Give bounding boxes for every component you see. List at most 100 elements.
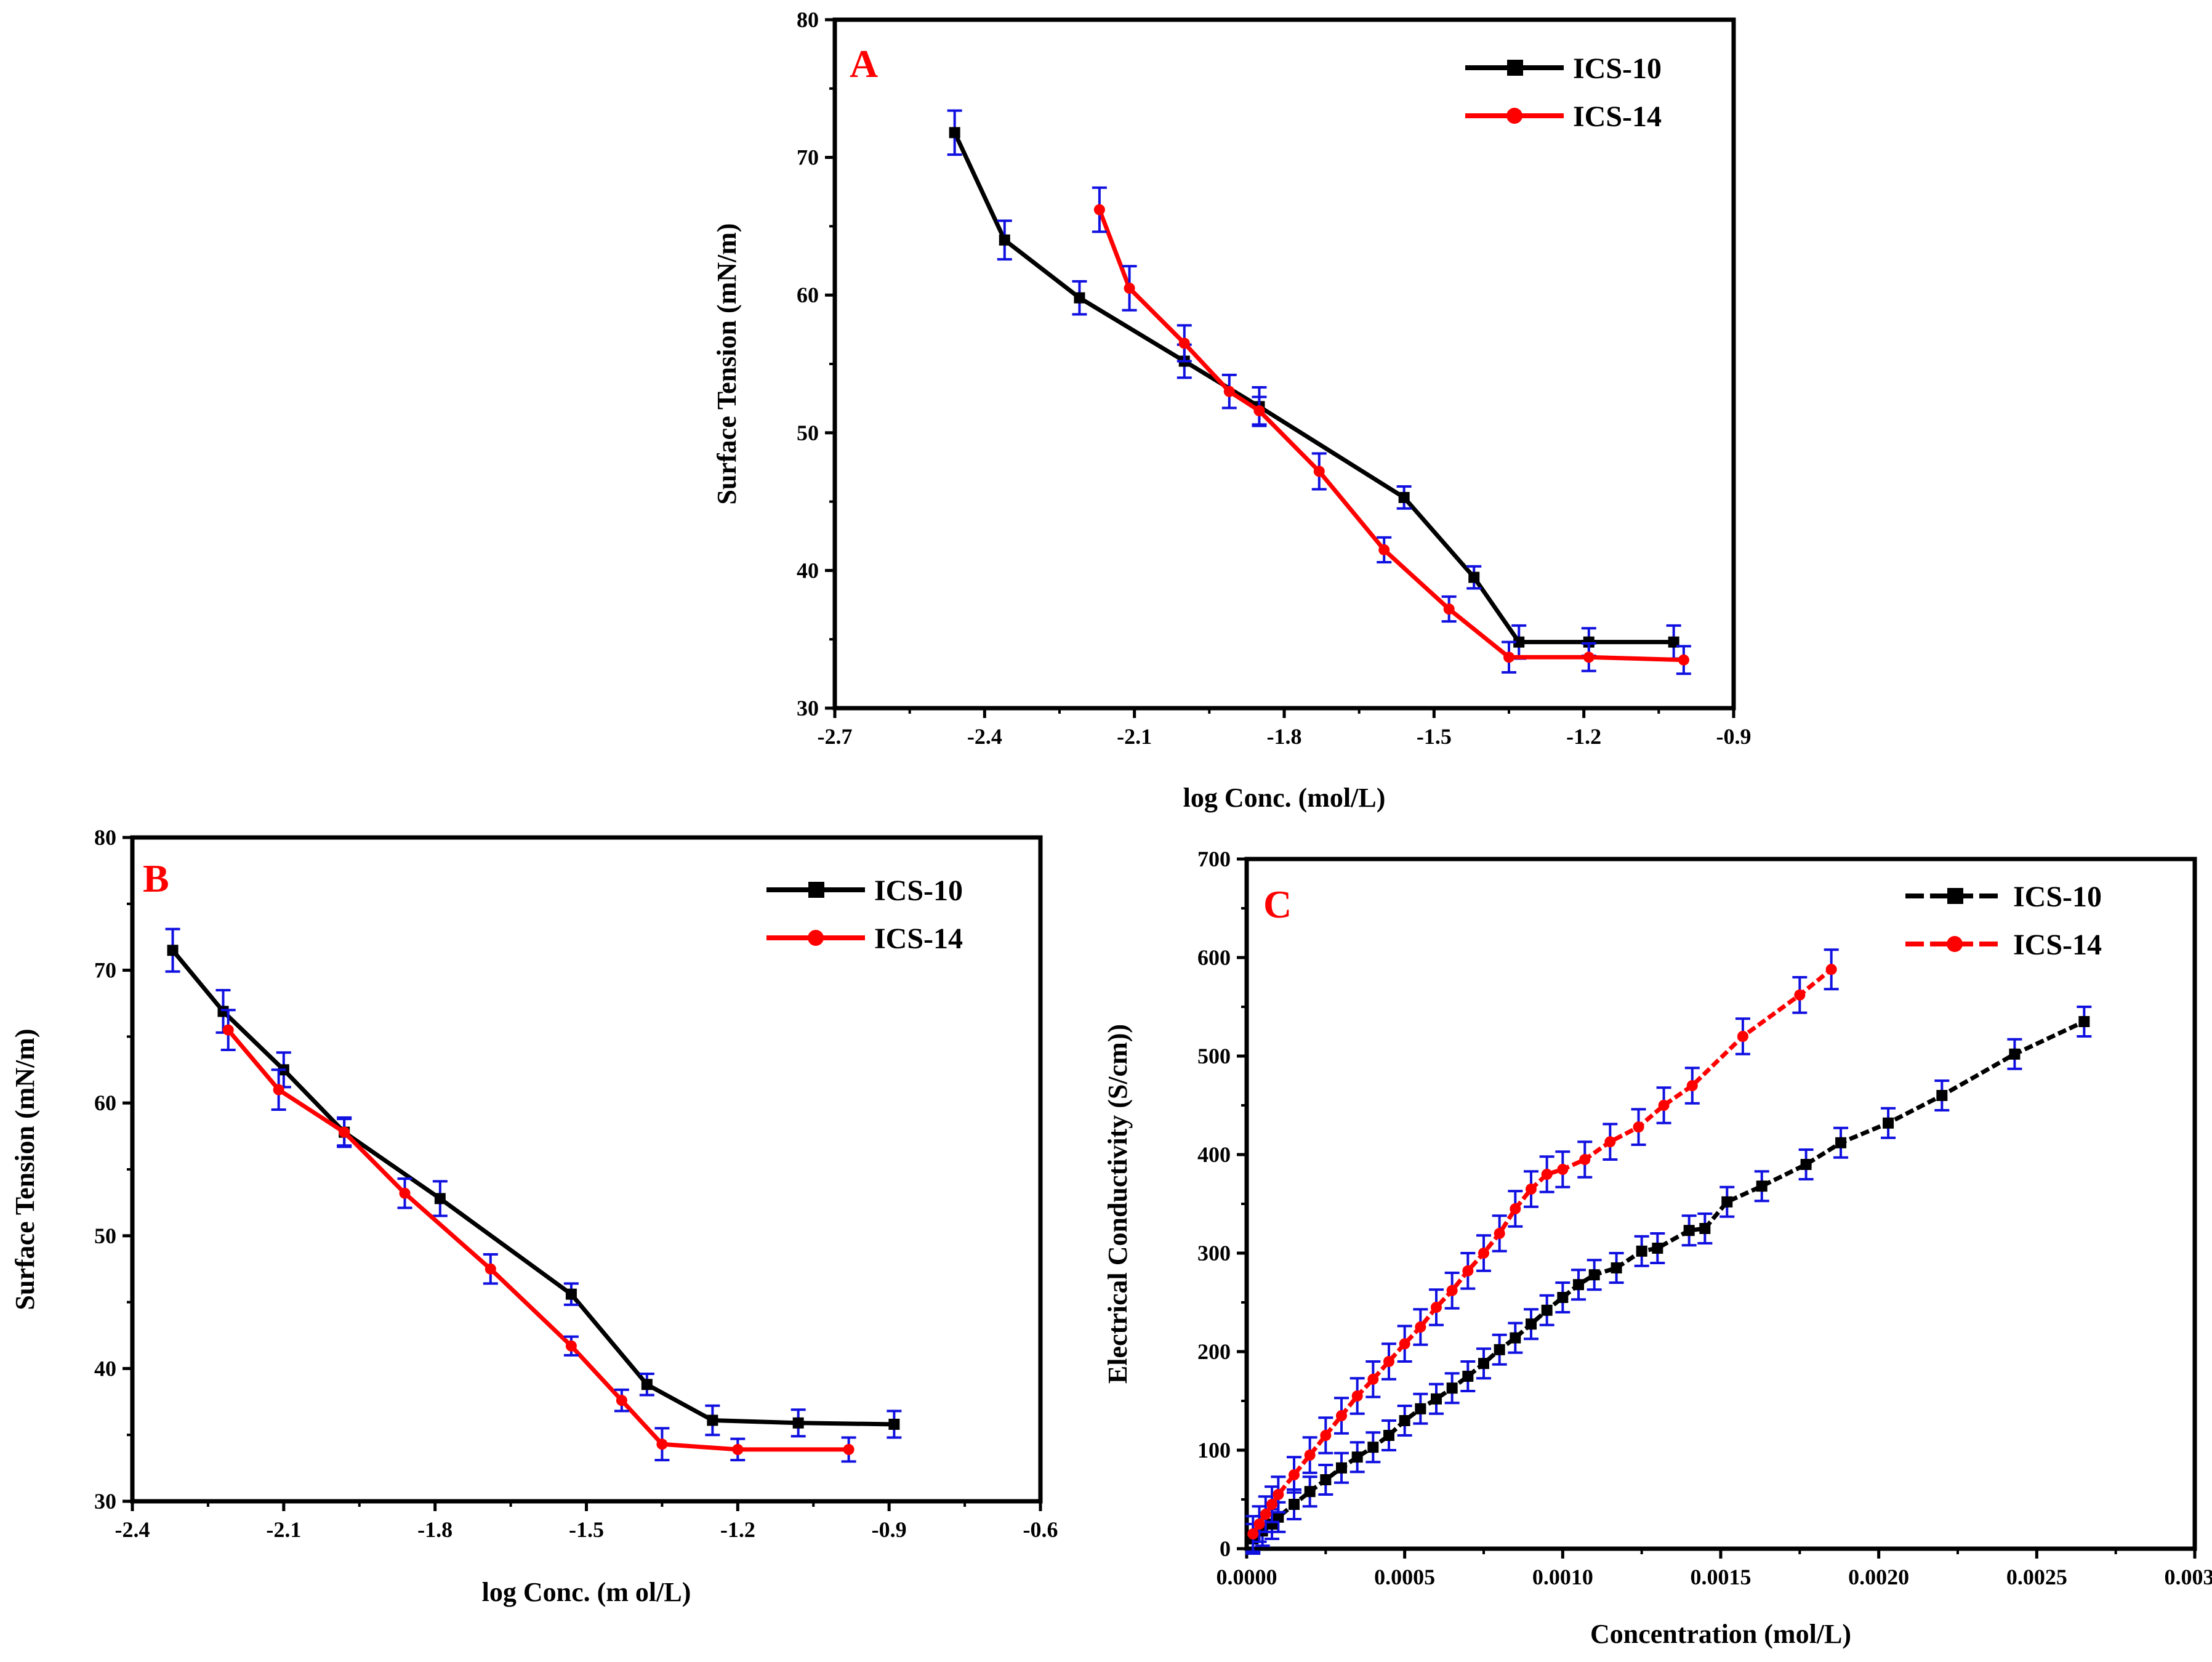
- data-point: [1399, 1415, 1410, 1426]
- data-point: [1289, 1469, 1300, 1480]
- data-point: [1223, 385, 1235, 397]
- legend-marker: [808, 882, 824, 898]
- data-point: [1383, 1430, 1394, 1441]
- data-point: [616, 1395, 627, 1406]
- y-tick-label: 60: [797, 283, 819, 307]
- data-point: [1825, 964, 1837, 975]
- data-point: [1304, 1450, 1316, 1461]
- x-tick-label: 0.0020: [1848, 1565, 1909, 1589]
- data-point: [1383, 1356, 1394, 1367]
- legend-marker: [1506, 108, 1522, 124]
- data-point: [656, 1438, 668, 1450]
- x-tick-label: -2.4: [967, 724, 1002, 749]
- panel-label: B: [143, 857, 169, 900]
- legend-entry-ics-14: ICS-14: [1905, 929, 2102, 961]
- data-point: [1415, 1321, 1426, 1333]
- series-ics-10: [947, 109, 1681, 660]
- data-point: [339, 1126, 350, 1138]
- legend-entry-ics-10: ICS-10: [1465, 52, 1662, 85]
- series-ics-14: [1245, 948, 1839, 1553]
- x-axis-title: log Conc. (mol/L): [1183, 783, 1386, 813]
- legend-label: ICS-14: [2013, 929, 2102, 961]
- data-point: [1794, 989, 1806, 1001]
- x-tick-label: -1.5: [1417, 724, 1452, 749]
- data-point: [1658, 1100, 1670, 1111]
- legend-entry-ics-10: ICS-10: [766, 874, 963, 907]
- legend-entry-ics-14: ICS-14: [766, 922, 963, 955]
- legend-marker: [1507, 60, 1523, 76]
- series-ics-14: [220, 1009, 856, 1463]
- y-tick-label: 30: [797, 696, 819, 720]
- y-tick-label: 400: [1197, 1142, 1231, 1167]
- y-tick-label: 30: [94, 1489, 116, 1514]
- legend-label: ICS-14: [874, 922, 963, 955]
- legend-entry-ics-10: ICS-10: [1905, 881, 2102, 913]
- x-tick-label: 0.0005: [1374, 1565, 1435, 1589]
- data-point: [217, 1006, 229, 1017]
- data-point: [1320, 1474, 1332, 1485]
- data-point: [1462, 1265, 1474, 1277]
- data-point: [1260, 1509, 1271, 1520]
- data-point: [1588, 1269, 1600, 1281]
- data-point: [1633, 1121, 1644, 1133]
- series-line: [171, 949, 895, 1427]
- y-axis-title: Surface Tension (mN/m): [712, 223, 742, 504]
- y-axis-title: Electrical Conductivity (S/cm)): [1103, 1024, 1133, 1384]
- data-point: [1446, 1382, 1458, 1394]
- data-point: [485, 1263, 496, 1275]
- data-point: [1398, 491, 1410, 503]
- data-point: [1462, 1371, 1474, 1382]
- y-tick-label: 700: [1197, 847, 1231, 871]
- data-point: [1320, 1430, 1332, 1441]
- series-line: [1097, 209, 1684, 663]
- x-axis-title: Concentration (mol/L): [1590, 1619, 1851, 1649]
- x-tick-label: -0.9: [872, 1517, 907, 1542]
- data-point: [1526, 1184, 1537, 1195]
- data-point: [1668, 636, 1679, 648]
- data-point: [2078, 1016, 2090, 1027]
- data-point: [434, 1193, 446, 1204]
- y-tick-label: 40: [797, 558, 819, 583]
- data-point: [1510, 1203, 1521, 1214]
- data-point: [1443, 603, 1455, 615]
- x-tick-label: -1.2: [1566, 724, 1601, 749]
- data-point: [167, 945, 179, 956]
- data-point: [1431, 1302, 1442, 1313]
- data-point: [1503, 651, 1514, 663]
- data-point: [1636, 1245, 1647, 1257]
- data-point: [1699, 1223, 1711, 1234]
- y-tick-label: 70: [797, 145, 819, 170]
- y-tick-label: 300: [1197, 1241, 1231, 1265]
- data-point: [888, 1418, 900, 1430]
- data-point: [565, 1340, 577, 1352]
- data-point: [1541, 1304, 1553, 1316]
- y-tick-label: 80: [94, 825, 116, 850]
- data-point: [1313, 466, 1325, 477]
- data-point: [1936, 1090, 1948, 1101]
- y-tick-label: 40: [94, 1356, 116, 1381]
- data-point: [1124, 283, 1135, 294]
- data-point: [1478, 1358, 1489, 1370]
- data-point: [1367, 1373, 1379, 1385]
- data-point: [999, 234, 1010, 246]
- data-point: [1367, 1442, 1379, 1453]
- data-point: [1074, 292, 1085, 304]
- data-point: [1415, 1403, 1426, 1414]
- data-point: [1526, 1318, 1537, 1330]
- data-point: [273, 1084, 284, 1095]
- x-tick-label: 0.0010: [1532, 1565, 1593, 1589]
- y-tick-label: 50: [94, 1224, 116, 1248]
- data-point: [1678, 654, 1689, 666]
- x-tick-label: -0.6: [1023, 1517, 1058, 1542]
- data-point: [1883, 1117, 1894, 1129]
- panel-label: A: [850, 42, 878, 86]
- x-tick-label: -2.7: [818, 724, 853, 749]
- series-ics-14: [1092, 186, 1691, 676]
- data-point: [1494, 1228, 1505, 1239]
- y-tick-label: 0: [1220, 1536, 1231, 1561]
- data-point: [1683, 1225, 1695, 1236]
- data-point: [1611, 1262, 1622, 1273]
- data-point: [2009, 1048, 2021, 1060]
- data-point: [1800, 1159, 1812, 1170]
- data-point: [1557, 1292, 1569, 1303]
